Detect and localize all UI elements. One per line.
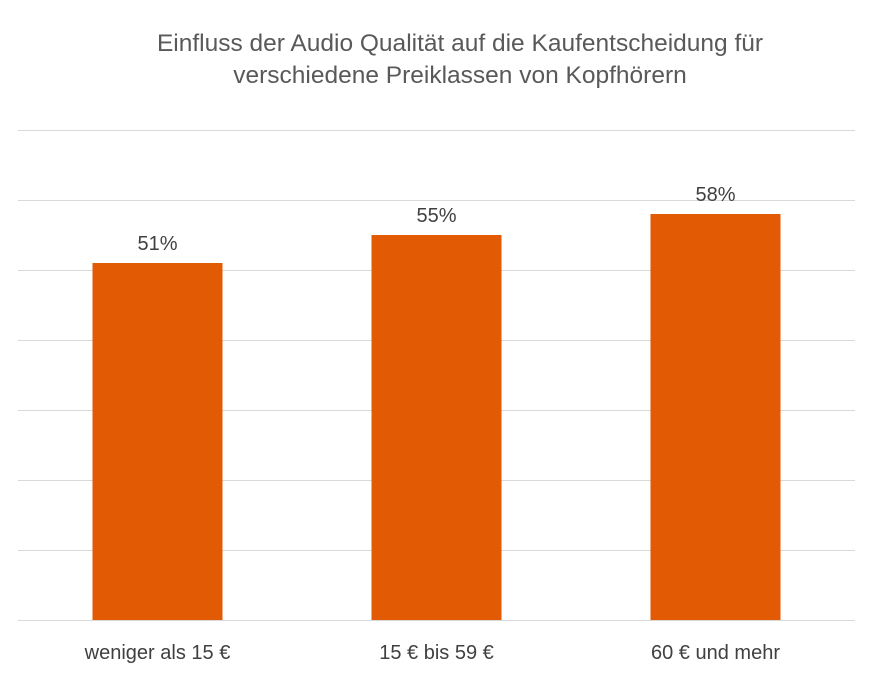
x-tick-labels: weniger als 15 € 15 € bis 59 € 60 € und me… — [84, 642, 781, 664]
x-tick-label: 60 € und mehr — [651, 642, 780, 664]
data-label: 51% — [137, 233, 177, 255]
x-tick-label: weniger als 15 € — [84, 642, 231, 664]
bar — [650, 214, 781, 620]
data-labels: 51% 55% 58% — [137, 184, 735, 255]
data-label: 58% — [695, 184, 735, 206]
bar — [92, 263, 223, 620]
chart-title: Einfluss der Audio Qualität auf die Kauf… — [60, 28, 860, 92]
bars — [92, 214, 781, 620]
x-tick-label: 15 € bis 59 € — [379, 642, 494, 664]
chart-title-line-1: Einfluss der Audio Qualität auf die Kauf… — [156, 30, 764, 57]
chart-title-line-2: verschiedene Preiklassen von Kopfhörern — [233, 62, 687, 89]
data-label: 55% — [416, 205, 456, 227]
bar — [371, 235, 502, 620]
